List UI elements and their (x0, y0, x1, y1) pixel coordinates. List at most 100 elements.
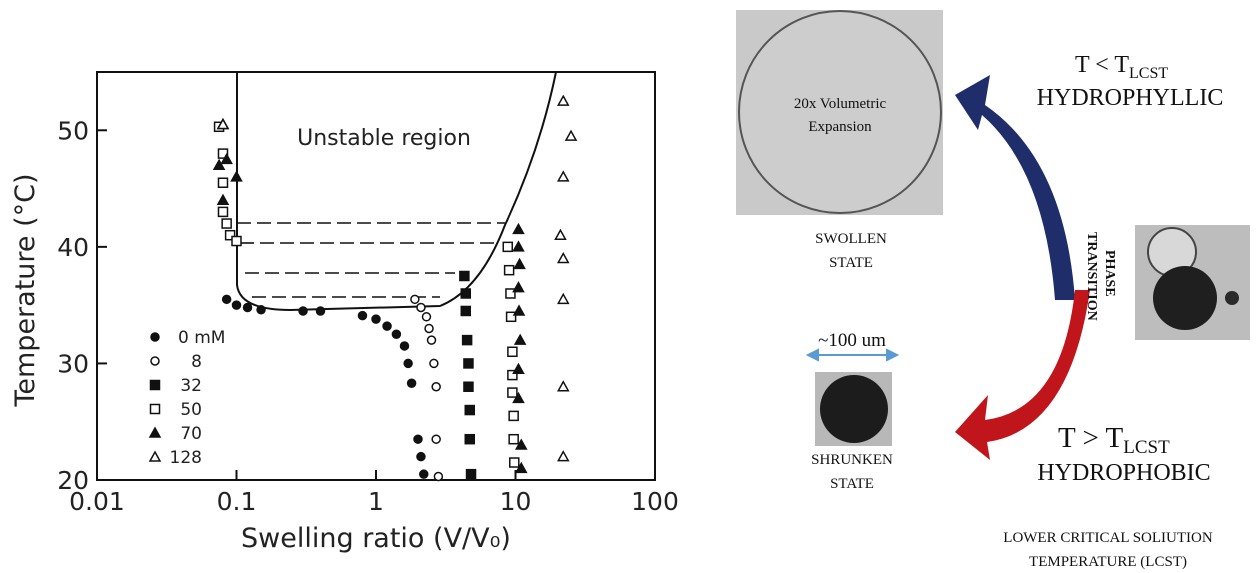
data-point (556, 292, 570, 305)
data-point (217, 177, 229, 188)
data-point (507, 387, 518, 398)
data-point (556, 251, 570, 264)
state-name: HYDROPHOBIC (1037, 460, 1210, 486)
data-point (424, 323, 434, 334)
data-point (514, 438, 528, 450)
data-point (464, 433, 476, 445)
x-axis-label: Swelling ratio (V/V₀) (241, 523, 511, 554)
data-point (221, 294, 232, 305)
condition-subscript: LCST (1123, 437, 1170, 458)
data-point (503, 264, 515, 276)
x-tick-label: 100 (631, 487, 679, 516)
data-point (256, 305, 266, 315)
data-point (513, 333, 527, 345)
data-point (461, 334, 473, 346)
x-tick-label: 1 (368, 487, 384, 516)
data-point (429, 358, 439, 369)
data-point (512, 281, 525, 293)
data-point (512, 222, 525, 235)
data-point (216, 193, 230, 205)
data-point (382, 321, 392, 331)
legend-label: 50 (180, 400, 202, 420)
data-point (221, 218, 232, 229)
data-point (224, 229, 236, 241)
data-point (391, 329, 402, 340)
data-point (463, 358, 474, 369)
state-label: SHRUNKEN (811, 452, 893, 468)
shrunken-gel (820, 375, 888, 443)
y-tick-label: 30 (57, 349, 89, 378)
transition-label: PHASE (1102, 250, 1117, 297)
data-point (416, 302, 426, 313)
legend-marker (150, 332, 160, 342)
data-point (464, 404, 476, 416)
legend-marker (149, 403, 161, 415)
y-tick-label: 40 (57, 233, 89, 262)
data-point (556, 94, 570, 106)
cooling-arrow (955, 75, 1075, 300)
data-point (216, 117, 230, 130)
transition-label: TRANSITION (1084, 232, 1099, 321)
data-point (220, 152, 233, 165)
data-point (459, 270, 470, 282)
data-point (419, 469, 429, 479)
data-point (371, 314, 381, 324)
state-label: STATE (830, 476, 874, 492)
data-point (433, 471, 444, 482)
image-caption: Expansion (808, 119, 872, 135)
data-point (507, 346, 518, 358)
data-point (514, 461, 528, 474)
legend-marker (148, 450, 162, 462)
gel-bud (1225, 291, 1239, 305)
y-tick-label: 50 (57, 116, 89, 145)
condition-text: T > T (1058, 422, 1124, 454)
data-point (502, 241, 514, 253)
legend-marker (149, 379, 161, 391)
data-point (426, 335, 437, 345)
data-point (410, 294, 420, 305)
data-point (399, 341, 410, 351)
legend-label: 128 (170, 448, 202, 468)
data-point (431, 381, 441, 392)
data-point (505, 288, 516, 299)
data-point (212, 158, 226, 171)
data-point (460, 288, 472, 299)
data-point (507, 369, 518, 381)
state-name: HYDROPHYLLIC (1037, 85, 1224, 111)
data-point (512, 240, 525, 252)
data-point (231, 300, 242, 310)
footnote: LOWER CRITICAL SOLIUTION (1003, 530, 1213, 546)
y-axis-label: Temperature (°C) (10, 173, 41, 407)
unstable-boundary (236, 71, 557, 312)
state-label: STATE (829, 255, 873, 271)
x-tick-label: 0.01 (69, 487, 125, 516)
data-point (512, 391, 525, 404)
data-point (505, 311, 517, 323)
data-point (508, 410, 519, 422)
data-point (513, 257, 526, 270)
gel-core (1153, 266, 1217, 330)
heating-arrow (955, 290, 1090, 460)
legend-label: 70 (180, 424, 202, 444)
data-point (406, 378, 417, 388)
data-point (217, 148, 229, 159)
x-tick-label: 0.1 (217, 487, 257, 516)
data-point (556, 170, 570, 182)
data-point (231, 235, 242, 247)
legend-label: 8 (191, 352, 202, 372)
image-caption: 20x Volumetric (794, 96, 887, 112)
size-label: ~100 um (818, 330, 886, 351)
condition: T > TLCST (1058, 422, 1170, 458)
x-tick-label: 10 (500, 487, 532, 516)
data-point (315, 306, 326, 316)
size-arrow (805, 348, 900, 362)
data-point (512, 362, 525, 375)
condition-subscript: LCST (1129, 65, 1168, 82)
data-point (564, 129, 578, 141)
swollen-gel (738, 10, 942, 214)
tie-lines (237, 222, 505, 298)
data-point (512, 304, 526, 316)
data-point (416, 451, 426, 462)
data-point (460, 305, 472, 317)
data-point (465, 468, 477, 480)
